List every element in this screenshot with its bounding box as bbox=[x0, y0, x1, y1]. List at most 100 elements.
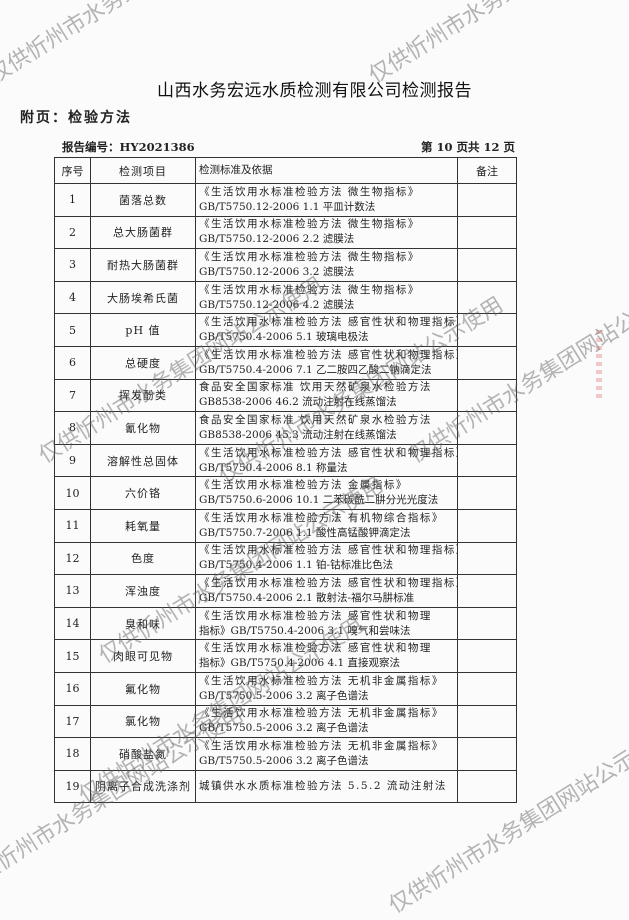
table-row: 9 溶解性总固体 《生活饮用水标准检验方法 感官性状和物理指标》 GB/T5750… bbox=[54, 443, 517, 478]
method-line-1: 《生活饮用水标准检验方法 金属指标》 bbox=[199, 479, 408, 492]
header-method: 检测标准及依据 bbox=[195, 157, 458, 184]
row-item: 挥发酚类 bbox=[90, 378, 196, 413]
method-line-1: 《生活饮用水标准检验方法 微生物指标》 bbox=[199, 185, 420, 198]
stamp-mark bbox=[596, 330, 602, 400]
table-row: 18 硝酸盐氮 《生活饮用水标准检验方法 无机非金属指标》 GB/T5750.5-… bbox=[54, 737, 517, 771]
method-line-2: GB/T5750.6-2006 10.1 二苯碳酰二肼分光光度法 bbox=[199, 494, 439, 507]
row-note bbox=[457, 215, 517, 250]
row-no: 18 bbox=[54, 737, 91, 771]
row-no: 10 bbox=[54, 476, 91, 510]
row-method: 《生活饮用水标准检验方法 感官性状和物理指标》 GB/T5750.4-2006 7… bbox=[195, 345, 458, 380]
method-line-1: 城镇供水水质标准检验方法 5.5.2 流动注射法 bbox=[199, 779, 447, 792]
method-line-2: GB/T5750.4-2006 2.1 散射法-福尔马肼标准 bbox=[199, 591, 415, 604]
table-row: 1 菌落总数 《生活饮用水标准检验方法 微生物指标》 GB/T5750.12-20… bbox=[54, 183, 517, 217]
table-row: 2 总大肠菌群 《生活饮用水标准检验方法 微生物指标》 GB/T5750.12-2… bbox=[54, 215, 517, 250]
row-no: 14 bbox=[54, 606, 91, 641]
row-item: 肉眼可见物 bbox=[90, 639, 196, 673]
method-line-2: GB8538-2006 45.3 流动注射在线蒸馏法 bbox=[199, 428, 397, 441]
row-method: 《生活饮用水标准检验方法 有机物综合指标》 GB/T5750.7-2006 1.1… bbox=[195, 508, 458, 543]
row-item: 色度 bbox=[90, 541, 196, 576]
method-line-1: 《生活饮用水标准检验方法 有机物综合指标》 bbox=[199, 511, 444, 524]
appendix-subtitle: 附页：检验方法 bbox=[20, 110, 132, 126]
row-no: 1 bbox=[54, 183, 91, 217]
row-method: 《生活饮用水标准检验方法 无机非金属指标》 GB/T5750.5-2006 3.2… bbox=[195, 671, 458, 706]
row-item: pH 值 bbox=[90, 313, 196, 347]
row-no: 3 bbox=[54, 248, 91, 282]
row-note bbox=[457, 183, 517, 217]
table-row: 15 肉眼可见物 《生活饮用水标准检验方法 感官性状和物理 指标》GB/T5750… bbox=[54, 639, 517, 673]
table-row: 5 pH 值 《生活饮用水标准检验方法 感官性状和物理指标》 GB/T5750.4… bbox=[54, 313, 517, 347]
method-line-1: 《生活饮用水标准检验方法 感官性状和物理指标》 bbox=[199, 576, 457, 589]
method-line-1: 《生活饮用水标准检验方法 感官性状和物理指标》 bbox=[199, 348, 457, 361]
row-item: 溶解性总固体 bbox=[90, 443, 196, 478]
methods-table: 序号 检测项目 检测标准及依据 备注 1 菌落总数 《生活饮用水标准检验方法 微… bbox=[54, 157, 517, 804]
method-line-2: GB/T5750.5-2006 3.2 离子色谱法 bbox=[199, 754, 369, 767]
row-no: 17 bbox=[54, 704, 91, 739]
row-item: 总硬度 bbox=[90, 345, 196, 380]
method-line-1: 《生活饮用水标准检验方法 微生物指标》 bbox=[199, 250, 420, 263]
table-row: 19 阴离子合成洗涤剂 城镇供水水质标准检验方法 5.5.2 流动注射法 bbox=[54, 769, 517, 804]
method-line-1: 《生活饮用水标准检验方法 感官性状和物理 bbox=[199, 642, 432, 655]
row-item: 耗氧量 bbox=[90, 508, 196, 543]
row-method: 《生活饮用水标准检验方法 无机非金属指标》 GB/T5750.5-2006 3.2… bbox=[195, 737, 458, 771]
row-note bbox=[457, 541, 517, 576]
row-no: 19 bbox=[54, 769, 91, 804]
row-note bbox=[457, 476, 517, 510]
row-method: 食品安全国家标准 饮用天然矿泉水检验方法 GB8538-2006 46.2 流动注… bbox=[195, 378, 458, 413]
page-info: 第 10 页共 12 页 bbox=[420, 140, 515, 154]
row-method: 《生活饮用水标准检验方法 微生物指标》 GB/T5750.12-2006 4.2 … bbox=[195, 280, 458, 315]
row-no: 7 bbox=[54, 378, 91, 413]
row-method: 《生活饮用水标准检验方法 感官性状和物理 指标》GB/T5750.4-2006 3… bbox=[195, 606, 458, 641]
table-row: 6 总硬度 《生活饮用水标准检验方法 感官性状和物理指标》 GB/T5750.4-… bbox=[54, 345, 517, 380]
row-method: 《生活饮用水标准检验方法 感官性状和物理指标》 GB/T5750.4-2006 2… bbox=[195, 574, 458, 608]
row-item: 氟化物 bbox=[90, 671, 196, 706]
header-note: 备注 bbox=[457, 157, 517, 184]
row-method: 《生活饮用水标准检验方法 微生物指标》 GB/T5750.12-2006 1.1 … bbox=[195, 183, 458, 217]
row-no: 9 bbox=[54, 443, 91, 478]
row-no: 11 bbox=[54, 508, 91, 543]
table-row: 16 氟化物 《生活饮用水标准检验方法 无机非金属指标》 GB/T5750.5-2… bbox=[54, 671, 517, 706]
method-line-1: 《生活饮用水标准检验方法 无机非金属指标》 bbox=[199, 674, 444, 687]
row-no: 15 bbox=[54, 639, 91, 673]
table-row: 17 氯化物 《生活饮用水标准检验方法 无机非金属指标》 GB/T5750.5-2… bbox=[54, 704, 517, 739]
method-line-1: 《生活饮用水标准检验方法 感官性状和物理 bbox=[199, 609, 432, 622]
row-item: 硝酸盐氮 bbox=[90, 737, 196, 771]
method-line-2: GB/T5750.12-2006 2.2 滤膜法 bbox=[199, 233, 355, 246]
table-row: 12 色度 《生活饮用水标准检验方法 感官性状和物理指标》 GB/T5750.4-… bbox=[54, 541, 517, 576]
row-item: 阴离子合成洗涤剂 bbox=[90, 769, 196, 804]
row-note bbox=[457, 671, 517, 706]
method-line-1: 《生活饮用水标准检验方法 无机非金属指标》 bbox=[199, 739, 444, 752]
method-line-1: 《生活饮用水标准检验方法 无机非金属指标》 bbox=[199, 707, 444, 720]
table-header-row: 序号 检测项目 检测标准及依据 备注 bbox=[54, 157, 517, 184]
row-method: 《生活饮用水标准检验方法 感官性状和物理指标》 GB/T5750.4-2006 8… bbox=[195, 443, 458, 478]
method-line-2: GB/T5750.5-2006 3.2 离子色谱法 bbox=[199, 689, 369, 702]
row-item: 大肠埃希氏菌 bbox=[90, 280, 196, 315]
method-line-2: GB/T5750.12-2006 4.2 滤膜法 bbox=[199, 298, 355, 311]
table-row: 14 臭和味 《生活饮用水标准检验方法 感官性状和物理 指标》GB/T5750.4… bbox=[54, 606, 517, 641]
row-item: 氰化物 bbox=[90, 411, 196, 445]
row-note bbox=[457, 345, 517, 380]
row-note bbox=[457, 248, 517, 282]
row-note bbox=[457, 280, 517, 315]
row-method: 《生活饮用水标准检验方法 感官性状和物理指标》 GB/T5750.4-2006 1… bbox=[195, 541, 458, 576]
method-line-2: GB/T5750.4-2006 8.1 称量法 bbox=[199, 461, 348, 474]
report-number: 报告编号：HY2021386 bbox=[62, 140, 195, 154]
method-line-1: 《生活饮用水标准检验方法 微生物指标》 bbox=[199, 218, 420, 231]
row-no: 13 bbox=[54, 574, 91, 608]
table-row: 10 六价铬 《生活饮用水标准检验方法 金属指标》 GB/T5750.6-2006… bbox=[54, 476, 517, 510]
method-line-2: 指标》GB/T5750.4-2006 3.1 嗅气和尝味法 bbox=[199, 624, 411, 637]
row-item: 臭和味 bbox=[90, 606, 196, 641]
header-item: 检测项目 bbox=[90, 157, 196, 184]
table-row: 11 耗氧量 《生活饮用水标准检验方法 有机物综合指标》 GB/T5750.7-2… bbox=[54, 508, 517, 543]
method-line-2: GB/T5750.4-2006 5.1 玻璃电极法 bbox=[199, 331, 369, 344]
method-line-2: GB/T5750.4-2006 7.1 乙二胺四乙酸二钠滴定法 bbox=[199, 363, 432, 376]
row-note bbox=[457, 443, 517, 478]
method-line-2: GB/T5750.5-2006 3.2 离子色谱法 bbox=[199, 722, 369, 735]
row-note bbox=[457, 411, 517, 445]
row-method: 城镇供水水质标准检验方法 5.5.2 流动注射法 bbox=[195, 769, 458, 804]
method-line-1: 《生活饮用水标准检验方法 感官性状和物理指标》 bbox=[199, 446, 457, 459]
row-note bbox=[457, 737, 517, 771]
row-item: 浑浊度 bbox=[90, 574, 196, 608]
method-line-2: GB/T5750.4-2006 1.1 铂-钴标准比色法 bbox=[199, 559, 394, 572]
row-method: 《生活饮用水标准检验方法 感官性状和物理 指标》GB/T5750.4-2006 4… bbox=[195, 639, 458, 673]
